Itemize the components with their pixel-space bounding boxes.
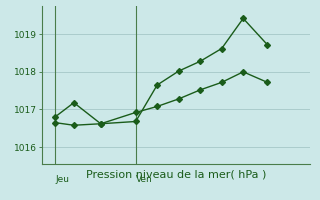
Text: Ven: Ven	[136, 175, 152, 184]
X-axis label: Pression niveau de la mer( hPa ): Pression niveau de la mer( hPa )	[86, 170, 266, 180]
Text: Jeu: Jeu	[55, 175, 69, 184]
